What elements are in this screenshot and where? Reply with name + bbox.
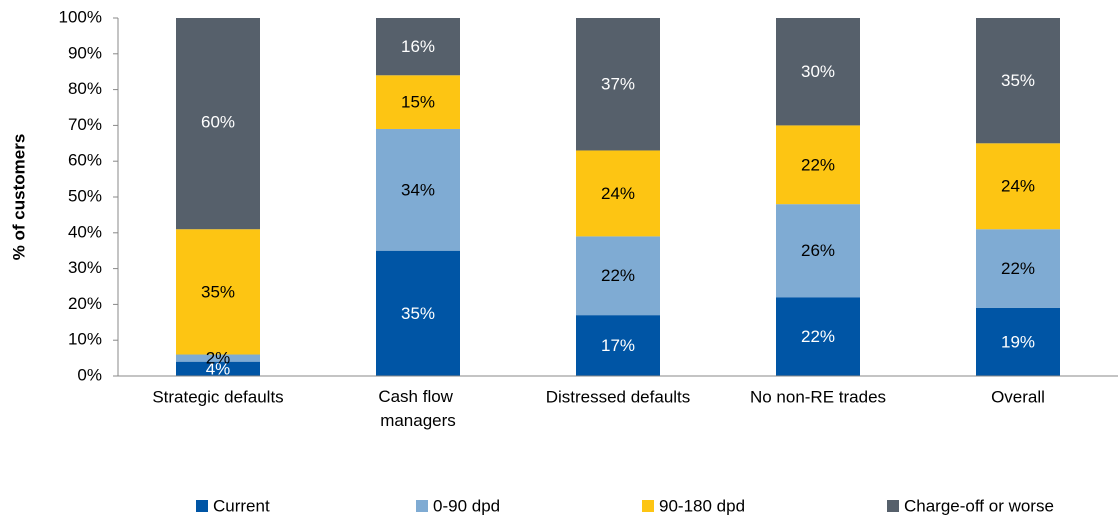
y-tick-label: 70%: [68, 115, 102, 134]
x-tick-label: Strategic defaults: [152, 387, 283, 406]
legend-label: 90-180 dpd: [659, 496, 745, 515]
data-label: 22%: [1001, 259, 1035, 278]
data-label: 26%: [801, 241, 835, 260]
bar-segment: [976, 229, 1060, 308]
bar-segment: [176, 18, 260, 230]
data-label: 4%: [206, 359, 231, 378]
bar-segment: [576, 18, 660, 151]
legend-swatch: [887, 500, 899, 512]
y-tick-label: 0%: [77, 365, 102, 384]
data-label: 37%: [601, 75, 635, 94]
bar-segment: [976, 18, 1060, 144]
y-tick-label: 20%: [68, 294, 102, 313]
y-tick-label: 100%: [59, 7, 102, 26]
bar-segment: [976, 143, 1060, 230]
legend-swatch: [642, 500, 654, 512]
x-tick-label: Distressed defaults: [546, 387, 691, 406]
bar-segment: [576, 236, 660, 316]
x-tick-label-line: Cash flow: [378, 387, 457, 406]
bar-segment: [176, 361, 260, 376]
bar-segment: [976, 307, 1060, 376]
data-label: 35%: [1001, 71, 1035, 90]
bar-segment: [176, 354, 260, 362]
bar-segment: [376, 75, 460, 129]
x-tick-label: Cash flow managers: [378, 387, 457, 430]
bar-segment: [176, 229, 260, 355]
data-label: 24%: [601, 184, 635, 203]
y-tick-label: 90%: [68, 43, 102, 62]
legend-label: 0-90 dpd: [433, 496, 500, 515]
bar-segment: [776, 18, 860, 126]
data-label: 22%: [601, 266, 635, 285]
bar-segment: [376, 250, 460, 376]
y-tick-label: 10%: [68, 330, 102, 349]
data-label: 35%: [401, 304, 435, 323]
bar-segment: [776, 297, 860, 376]
data-label: 22%: [801, 327, 835, 346]
y-axis-title: % of customers: [9, 134, 28, 261]
bar-segment: [376, 18, 460, 76]
y-tick-label: 30%: [68, 258, 102, 277]
legend-swatch: [416, 500, 428, 512]
plot-area: [176, 18, 1060, 376]
y-tick-label: 50%: [68, 186, 102, 205]
data-label: 2%: [206, 349, 231, 368]
legend-label: Current: [213, 496, 270, 515]
legend-swatch: [196, 500, 208, 512]
bar-segment: [576, 315, 660, 376]
x-tick-label-line: managers: [380, 411, 456, 430]
data-label: 19%: [1001, 332, 1035, 351]
data-label: 30%: [801, 62, 835, 81]
data-label: 22%: [801, 155, 835, 174]
y-tick-label: 40%: [68, 222, 102, 241]
bar-segment: [776, 204, 860, 298]
data-label: 24%: [1001, 177, 1035, 196]
x-tick-label: No non-RE trades: [750, 387, 886, 406]
data-label: 35%: [201, 282, 235, 301]
legend-label: Charge-off or worse: [904, 496, 1054, 515]
bar-segment: [776, 125, 860, 205]
data-label: 15%: [401, 93, 435, 112]
data-label: 34%: [401, 180, 435, 199]
x-tick-label: Overall: [991, 387, 1045, 406]
data-label: 60%: [201, 112, 235, 131]
data-label: 17%: [601, 336, 635, 355]
y-tick-label: 60%: [68, 151, 102, 170]
y-tick-label: 80%: [68, 79, 102, 98]
bar-segment: [576, 150, 660, 237]
bar-segment: [376, 128, 460, 251]
data-label: 16%: [401, 37, 435, 56]
